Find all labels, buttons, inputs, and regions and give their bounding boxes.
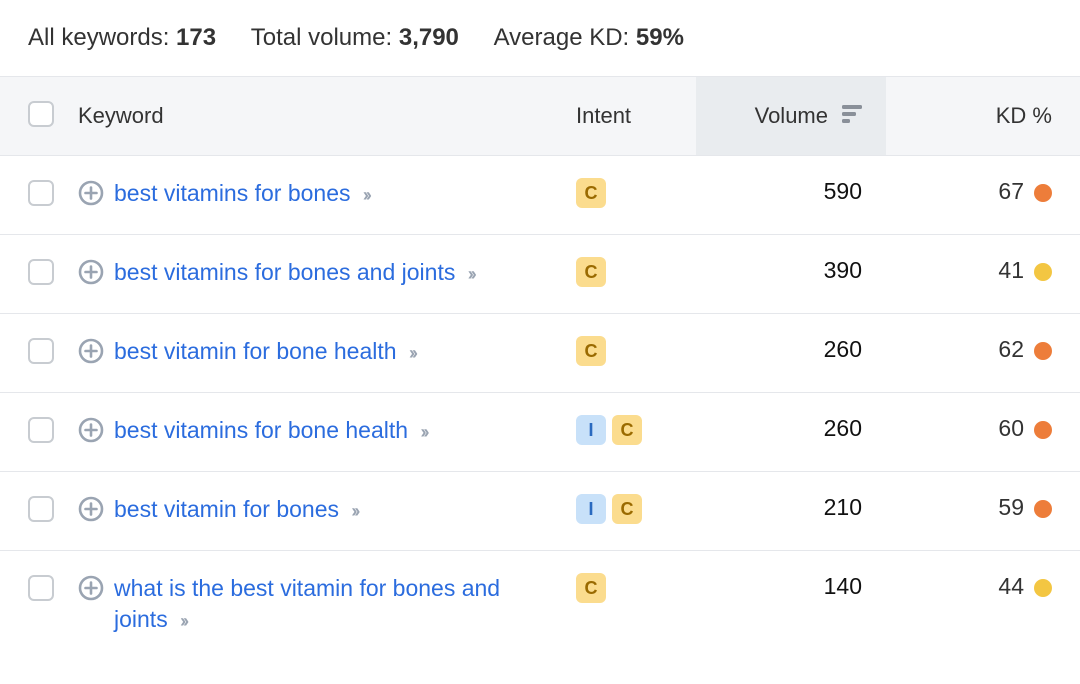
col-header-keyword[interactable]: Keyword [78, 77, 576, 156]
col-header-intent[interactable]: Intent [576, 77, 696, 156]
chevron-right-icon: ›› [468, 264, 474, 284]
keyword-link[interactable]: best vitamin for bones ›› [114, 494, 357, 525]
expand-icon[interactable] [78, 259, 104, 291]
kd-difficulty-dot [1034, 500, 1052, 518]
kd-cell: 59 [886, 472, 1080, 551]
col-header-checkbox [0, 77, 78, 156]
total-volume-value: 3,790 [399, 24, 459, 51]
intent-badge-i[interactable]: I [576, 415, 606, 445]
intent-badge-c[interactable]: C [576, 336, 606, 366]
kd-difficulty-dot [1034, 579, 1052, 597]
intent-badges: C [576, 257, 696, 287]
kd-difficulty-dot [1034, 342, 1052, 360]
keyword-link[interactable]: best vitamins for bones and joints ›› [114, 257, 474, 288]
intent-badges: IC [576, 494, 696, 524]
keywords-table: Keyword Intent Volume KD % best vitamins… [0, 76, 1080, 657]
kd-value: 60 [998, 415, 1024, 441]
kd-cell: 67 [886, 156, 1080, 235]
intent-badge-c[interactable]: C [612, 415, 642, 445]
intent-badge-c[interactable]: C [612, 494, 642, 524]
total-volume-label: Total volume: [251, 24, 399, 51]
row-checkbox[interactable] [28, 575, 54, 601]
col-header-kd[interactable]: KD % [886, 77, 1080, 156]
kd-difficulty-dot [1034, 263, 1052, 281]
kd-value: 44 [998, 573, 1024, 599]
intent-badges: C [576, 178, 696, 208]
intent-badge-c[interactable]: C [576, 178, 606, 208]
expand-icon[interactable] [78, 417, 104, 449]
kd-value: 41 [998, 257, 1024, 283]
row-checkbox[interactable] [28, 417, 54, 443]
row-checkbox[interactable] [28, 338, 54, 364]
volume-value: 390 [696, 235, 886, 314]
chevron-right-icon: ›› [409, 343, 415, 363]
row-checkbox[interactable] [28, 180, 54, 206]
intent-badge-c[interactable]: C [576, 573, 606, 603]
keyword-link[interactable]: best vitamins for bones ›› [114, 178, 369, 209]
volume-value: 260 [696, 314, 886, 393]
kd-difficulty-dot [1034, 184, 1052, 202]
all-keywords-label: All keywords: [28, 24, 176, 51]
summary-stats: All keywords: 173 Total volume: 3,790 Av… [0, 0, 1080, 76]
row-checkbox[interactable] [28, 259, 54, 285]
kd-value: 62 [998, 336, 1024, 362]
chevron-right-icon: ›› [180, 611, 186, 631]
expand-icon[interactable] [78, 575, 104, 607]
avg-kd-value: 59% [636, 24, 684, 51]
intent-badges: C [576, 573, 696, 603]
keyword-link[interactable]: best vitamin for bone health ›› [114, 336, 415, 367]
expand-icon[interactable] [78, 496, 104, 528]
volume-value: 260 [696, 393, 886, 472]
keyword-link[interactable]: what is the best vitamin for bones and j… [114, 573, 560, 635]
keyword-link[interactable]: best vitamins for bone health ›› [114, 415, 426, 446]
col-header-volume[interactable]: Volume [696, 77, 886, 156]
table-row: best vitamin for bone health ›› C 260 62 [0, 314, 1080, 393]
sort-desc-icon [842, 103, 862, 129]
chevron-right-icon: ›› [351, 501, 357, 521]
all-keywords-value: 173 [176, 24, 216, 51]
intent-badge-c[interactable]: C [576, 257, 606, 287]
select-all-checkbox[interactable] [28, 101, 54, 127]
table-row: best vitamin for bones ››IC21059 [0, 472, 1080, 551]
avg-kd-label: Average KD: [494, 24, 636, 51]
kd-value: 67 [998, 178, 1024, 204]
intent-badges: C [576, 336, 696, 366]
kd-difficulty-dot [1034, 421, 1052, 439]
volume-value: 590 [696, 156, 886, 235]
kd-cell: 60 [886, 393, 1080, 472]
intent-badges: IC [576, 415, 696, 445]
kd-cell: 41 [886, 235, 1080, 314]
intent-badge-i[interactable]: I [576, 494, 606, 524]
row-checkbox[interactable] [28, 496, 54, 522]
table-row: what is the best vitamin for bones and j… [0, 551, 1080, 658]
volume-value: 210 [696, 472, 886, 551]
kd-cell: 44 [886, 551, 1080, 658]
chevron-right-icon: ›› [420, 422, 426, 442]
chevron-right-icon: ›› [363, 185, 369, 205]
kd-cell: 62 [886, 314, 1080, 393]
kd-value: 59 [998, 494, 1024, 520]
expand-icon[interactable] [78, 180, 104, 212]
table-row: best vitamins for bones ›› C 590 67 [0, 156, 1080, 235]
expand-icon[interactable] [78, 338, 104, 370]
volume-value: 140 [696, 551, 886, 658]
table-row: best vitamins for bone health ››IC26060 [0, 393, 1080, 472]
table-row: best vitamins for bones and joints ›› C 39… [0, 235, 1080, 314]
